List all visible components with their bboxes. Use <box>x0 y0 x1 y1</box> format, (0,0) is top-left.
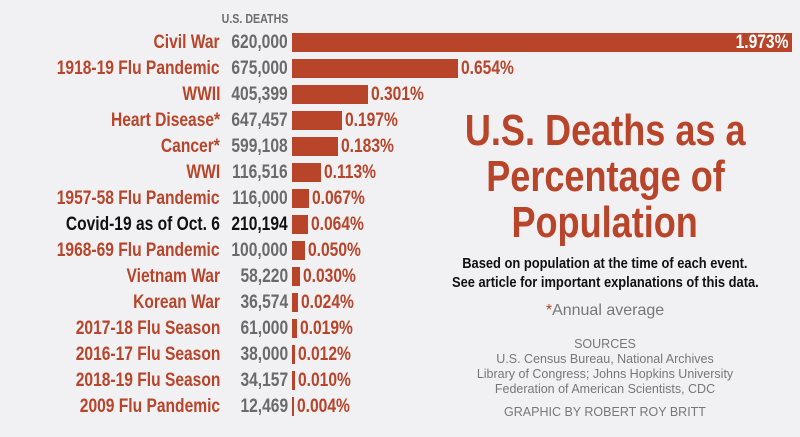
bar <box>292 85 369 104</box>
deaths-value: 599,108 <box>231 136 288 157</box>
deaths-value: 58,220 <box>240 266 288 287</box>
chart-row: 2018-19 Flu Season 34,157 0.010% <box>0 368 800 394</box>
title-line: Percentage of <box>485 152 725 201</box>
deaths-value: 100,000 <box>231 240 288 261</box>
category-label: Covid-19 as of Oct. 6 <box>65 214 220 235</box>
chart-row: 1968-69 Flu Pandemic 100,000 0.050% <box>0 238 800 264</box>
source-line: Library of Congress; Johns Hopkins Unive… <box>476 367 734 381</box>
title-line: Population <box>511 198 699 247</box>
value-label: 0.183% <box>341 136 395 157</box>
chart-row: 2009 Flu Pandemic 12,469 0.004% <box>0 394 800 420</box>
column-header-us-deaths: U.S. DEATHS <box>221 11 288 26</box>
category-label: 2017-18 Flu Season <box>75 318 220 339</box>
graphic-credit: GRAPHIC BY ROBERT ROY BRITT <box>504 405 706 419</box>
value-label: 0.654% <box>460 58 514 79</box>
chart-row: Korean War 36,574 0.024% <box>0 290 800 316</box>
deaths-value: 36,574 <box>240 292 288 313</box>
category-label: 2009 Flu Pandemic <box>79 396 220 417</box>
value-label: 0.012% <box>298 344 351 365</box>
value-label: 0.019% <box>299 318 353 339</box>
footnote-asterisk: * <box>545 302 553 319</box>
category-label: 1968-69 Flu Pandemic <box>57 240 220 261</box>
source-line: Federation of American Scientists, CDC <box>494 382 716 396</box>
category-label: 1918-19 Flu Pandemic <box>57 58 220 79</box>
bar <box>292 215 309 234</box>
value-label: 0.024% <box>301 292 354 313</box>
bar <box>292 371 295 390</box>
deaths-value: 116,000 <box>232 188 288 209</box>
deaths-value: 38,000 <box>240 344 288 365</box>
sources-heading: SOURCES <box>574 337 636 351</box>
bar <box>292 111 342 130</box>
deaths-value: 647,457 <box>231 110 288 131</box>
deaths-value: 12,469 <box>240 396 288 417</box>
bar <box>292 267 300 286</box>
category-label: 2016-17 Flu Season <box>75 344 220 365</box>
value-label: 0.030% <box>302 266 356 287</box>
value-label: 0.301% <box>371 84 425 105</box>
deaths-value: 620,000 <box>231 32 288 53</box>
chart-row: 1957-58 Flu Pandemic 116,000 0.067% <box>0 186 800 212</box>
deaths-value: 116,516 <box>232 162 288 183</box>
chart-title: U.S. Deaths as a Percentage of Populatio… <box>430 108 780 246</box>
chart-row: Covid-19 as of Oct. 6 210,194 0.064% <box>0 212 800 238</box>
subtitle-line: See article for important explanations o… <box>451 274 759 291</box>
deaths-value: 210,194 <box>231 214 288 235</box>
value-label: 1.973% <box>735 32 788 53</box>
category-label: Vietnam War <box>126 266 220 287</box>
chart-row: Heart Disease* 647,457 0.197% <box>0 108 800 134</box>
bar <box>292 59 458 78</box>
chart-row: 2017-18 Flu Season 61,000 0.019% <box>0 316 800 342</box>
deaths-value: 34,157 <box>240 370 288 391</box>
bar <box>292 241 305 260</box>
bar <box>292 137 339 156</box>
source-line: U.S. Census Bureau, National Archives <box>496 352 714 366</box>
chart-row: WWI 116,516 0.113% <box>0 160 800 186</box>
category-label: WWII <box>181 84 220 105</box>
category-label: Civil War <box>153 32 220 53</box>
category-label: 2018-19 Flu Season <box>75 370 220 391</box>
sources: SOURCES U.S. Census Bureau, National Arc… <box>430 337 780 397</box>
title-line: U.S. Deaths as a <box>464 106 746 155</box>
value-label: 0.004% <box>297 396 350 417</box>
category-label: Cancer* <box>161 136 220 157</box>
category-label: 1957-58 Flu Pandemic <box>57 188 220 209</box>
bar <box>292 319 297 338</box>
subtitle-line: Based on population at the time of each … <box>462 255 748 272</box>
chart-row: Vietnam War 58,220 0.030% <box>0 264 800 290</box>
chart-row: Civil War 620,000 1.973% <box>0 30 800 56</box>
deaths-value: 675,000 <box>231 58 288 79</box>
bar <box>292 397 294 416</box>
category-label: WWI <box>186 162 220 183</box>
bar <box>292 189 309 208</box>
chart-row: WWII 405,399 0.301% <box>0 82 800 108</box>
bar <box>292 33 792 52</box>
value-label: 0.050% <box>307 240 361 261</box>
value-label: 0.067% <box>311 188 365 209</box>
bar <box>292 163 321 182</box>
footnote-text: Annual average <box>552 302 665 319</box>
category-label: Heart Disease* <box>110 110 220 131</box>
deaths-value: 405,399 <box>231 84 288 105</box>
bar <box>292 293 299 312</box>
value-label: 0.197% <box>344 110 398 131</box>
bar <box>292 345 296 364</box>
value-label: 0.064% <box>311 214 365 235</box>
footnote: *Annual average <box>430 302 780 320</box>
value-label: 0.010% <box>297 370 351 391</box>
category-label: Korean War <box>133 292 220 313</box>
chart-row: Cancer* 599,108 0.183% <box>0 134 800 160</box>
chart-row: 1918-19 Flu Pandemic 675,000 0.654% <box>0 56 800 82</box>
subtitle: Based on population at the time of each … <box>415 254 795 292</box>
deaths-value: 61,000 <box>240 318 288 339</box>
value-label: 0.113% <box>323 162 376 183</box>
chart-row: 2016-17 Flu Season 38,000 0.012% <box>0 342 800 368</box>
